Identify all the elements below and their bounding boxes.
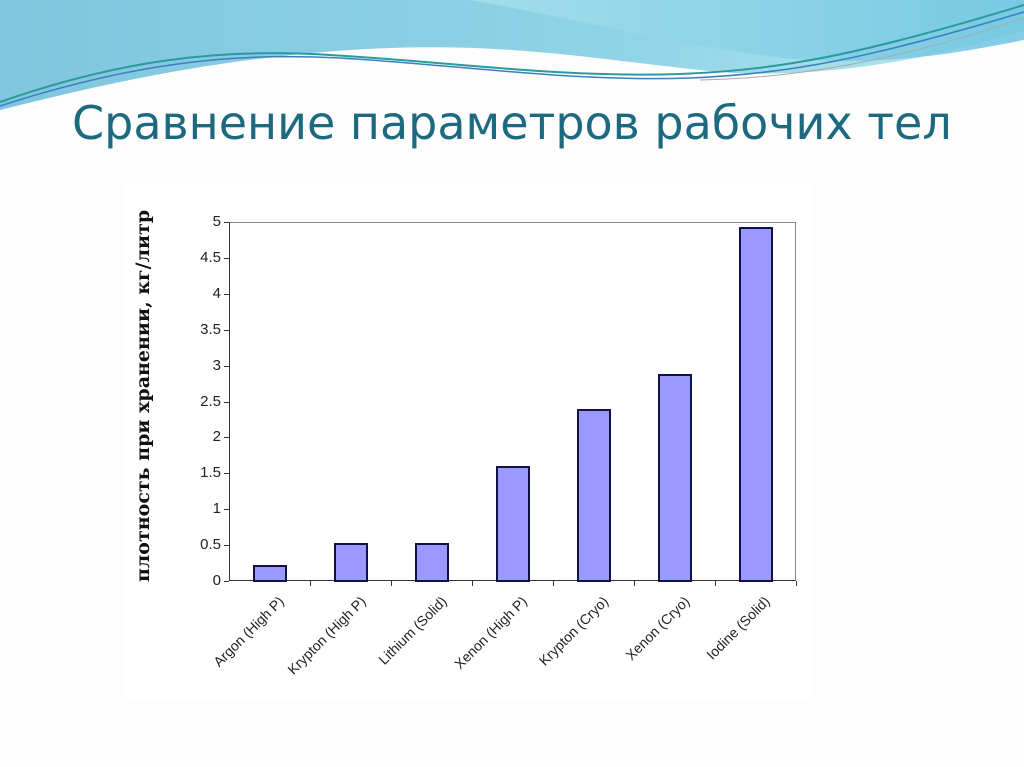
bar [414, 542, 449, 582]
x-tick-mark [391, 581, 392, 586]
y-tick-mark [224, 437, 229, 439]
x-tick-mark [796, 581, 797, 586]
y-tick-mark [224, 365, 229, 367]
y-tick-mark [224, 329, 229, 331]
y-tick-label: 2 [212, 428, 221, 446]
y-tick-label: 1 [212, 500, 221, 518]
x-tick-mark [715, 581, 716, 586]
slide-title: Сравнение параметров рабочих тел [72, 96, 952, 150]
x-tick-mark [553, 581, 554, 586]
y-tick-mark [224, 401, 229, 403]
x-tick-mark [310, 581, 311, 586]
y-tick-label: 4.5 [200, 248, 221, 266]
y-tick-label: 0 [212, 572, 221, 589]
bar [333, 542, 368, 582]
bar [495, 466, 530, 582]
y-tick-label: 5 [212, 213, 221, 230]
header-wave-decoration [0, 0, 1024, 110]
x-tick-mark [634, 581, 635, 586]
y-tick-mark [224, 257, 229, 259]
y-tick-mark [224, 581, 229, 582]
y-tick-label: 3 [212, 356, 221, 374]
x-tick-mark [472, 581, 473, 586]
chart-area [122, 182, 810, 700]
y-tick-mark [224, 509, 229, 511]
bar [576, 408, 611, 582]
bar [657, 374, 692, 582]
y-tick-label: 4 [212, 284, 221, 302]
y-tick-mark [224, 222, 229, 223]
y-tick-mark [224, 545, 229, 547]
y-tick-label: 0.5 [200, 536, 221, 554]
bar [738, 227, 773, 582]
y-tick-mark [224, 473, 229, 475]
y-axis-label: плотность при хранении, кг/литр [132, 209, 154, 582]
y-tick-label: 1.5 [200, 464, 221, 482]
y-tick-label: 3.5 [200, 320, 221, 338]
y-tick-mark [224, 293, 229, 295]
y-tick-label: 2.5 [200, 392, 221, 410]
bar [252, 565, 287, 582]
